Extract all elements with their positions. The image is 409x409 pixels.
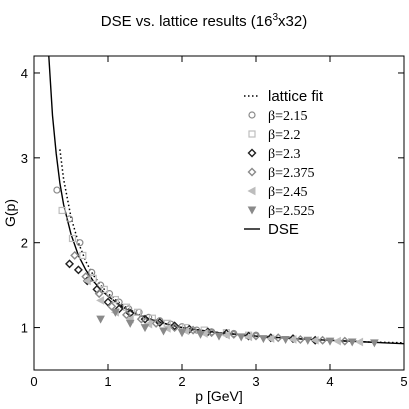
legend-label-lattice-fit: lattice fit	[268, 88, 324, 105]
legend-marker--2-525	[247, 206, 257, 215]
y-tick-label: 2	[21, 236, 28, 251]
chart-title-main: DSE vs. lattice results (16	[101, 13, 273, 30]
x-tick-label: 0	[30, 374, 37, 389]
data-point-triangle-down	[159, 327, 168, 336]
legend-label--2-525: β=2.525	[268, 204, 315, 219]
legend-marker--2-45	[247, 186, 256, 196]
data-point-triangle-left	[221, 330, 230, 340]
data-point-diamond	[65, 259, 75, 269]
data-points	[53, 186, 379, 348]
data-point-triangle-left	[355, 337, 364, 347]
data-point-diamond	[151, 318, 161, 328]
data-point-square	[148, 314, 156, 322]
legend-label--2-3: β=2.3	[268, 147, 301, 162]
legend-marker--2-375	[247, 167, 257, 177]
plot-frame	[33, 55, 405, 371]
x-axis-label: p [GeV]	[195, 388, 242, 404]
chart-title: DSE vs. lattice results (163x32)	[101, 12, 307, 30]
data-point-diamond	[295, 334, 305, 344]
data-point-diamond	[318, 335, 328, 345]
chart-title-rest: x32)	[278, 13, 307, 30]
data-point-triangle-down	[236, 333, 246, 342]
legend-label--2-375: β=2.375	[268, 166, 315, 181]
data-point-diamond	[251, 331, 261, 341]
data-point-square	[58, 206, 66, 215]
data-point-diamond	[73, 265, 83, 275]
data-point-diamond	[273, 333, 283, 343]
data-point-triangle-left	[332, 336, 341, 346]
data-point-triangle-left	[288, 335, 297, 344]
data-point-circle	[88, 268, 96, 277]
data-point-diamond	[188, 325, 198, 335]
legend-marker--2-2	[248, 130, 256, 138]
x-axis: 0 1 2 3 4 5	[30, 56, 408, 389]
series-line-lattice-fit	[59, 149, 405, 344]
data-point-triangle-left	[310, 335, 319, 345]
data-point-square	[134, 308, 142, 316]
data-point-circle	[145, 313, 153, 321]
data-point-triangle-down	[325, 337, 335, 346]
data-point-diamond	[170, 321, 180, 331]
y-axis: 1 2 3 4	[21, 66, 404, 336]
legend-label--2-2: β=2.2	[268, 128, 301, 143]
data-point-diamond	[170, 323, 180, 333]
y-tick-label: 4	[21, 66, 28, 81]
x-tick-label: 4	[326, 374, 333, 389]
data-point-diamond	[122, 310, 131, 320]
data-point-triangle-down	[125, 319, 135, 328]
data-point-circle	[53, 186, 61, 194]
data-point-diamond	[229, 329, 239, 339]
data-point-triangle-left	[244, 332, 253, 342]
data-point-triangle-down	[140, 324, 150, 333]
data-point-square	[79, 251, 87, 260]
data-point-triangle-down	[111, 308, 120, 317]
data-point-triangle-down	[196, 330, 205, 339]
x-tick-label: 5	[400, 374, 407, 389]
data-point-diamond	[340, 336, 350, 346]
data-point-circle	[105, 290, 114, 298]
data-point-triangle-down	[177, 329, 187, 338]
x-tick-label: 3	[252, 374, 259, 389]
legend-marker--2-3	[247, 148, 257, 158]
y-axis-label: G(p)	[2, 199, 18, 227]
data-point-triangle-left	[82, 276, 91, 286]
legend-marker--2-15	[248, 111, 256, 119]
data-point-triangle-left	[266, 334, 275, 343]
legend: lattice fit β=2.15 β=2.2 β=2.3 β=2.375 β=2.45…	[244, 88, 324, 238]
data-point-square	[111, 295, 120, 304]
data-point-triangle-down	[370, 339, 379, 348]
data-point-circle	[65, 215, 74, 223]
legend-label--2-45: β=2.45	[268, 185, 308, 200]
data-point-triangle-down	[281, 335, 290, 345]
data-point-diamond	[94, 289, 104, 299]
legend-label--2-15: β=2.15	[268, 109, 308, 124]
data-point-square	[68, 234, 77, 243]
data-point-diamond	[70, 250, 80, 260]
data-point-circle	[193, 326, 201, 334]
y-tick-label: 1	[21, 321, 28, 336]
data-point-square	[122, 303, 131, 311]
data-point-triangle-down	[259, 335, 268, 344]
data-point-circle	[96, 281, 105, 289]
x-tick-label: 1	[104, 374, 111, 389]
y-tick-label: 3	[21, 151, 28, 166]
data-point-triangle-down	[347, 338, 357, 347]
legend-label-dse: DSE	[268, 221, 299, 238]
data-point-triangle-left	[96, 296, 105, 305]
data-point-triangle-down	[96, 315, 105, 324]
data-point-diamond	[114, 304, 124, 314]
data-point-triangle-down	[214, 332, 224, 341]
data-point-circle	[76, 239, 84, 247]
data-point-triangle-down	[303, 336, 313, 345]
chart-title-sup: 3	[272, 12, 278, 23]
data-point-diamond	[207, 328, 217, 338]
x-tick-label: 2	[178, 374, 185, 389]
data-point-diamond	[136, 314, 146, 324]
